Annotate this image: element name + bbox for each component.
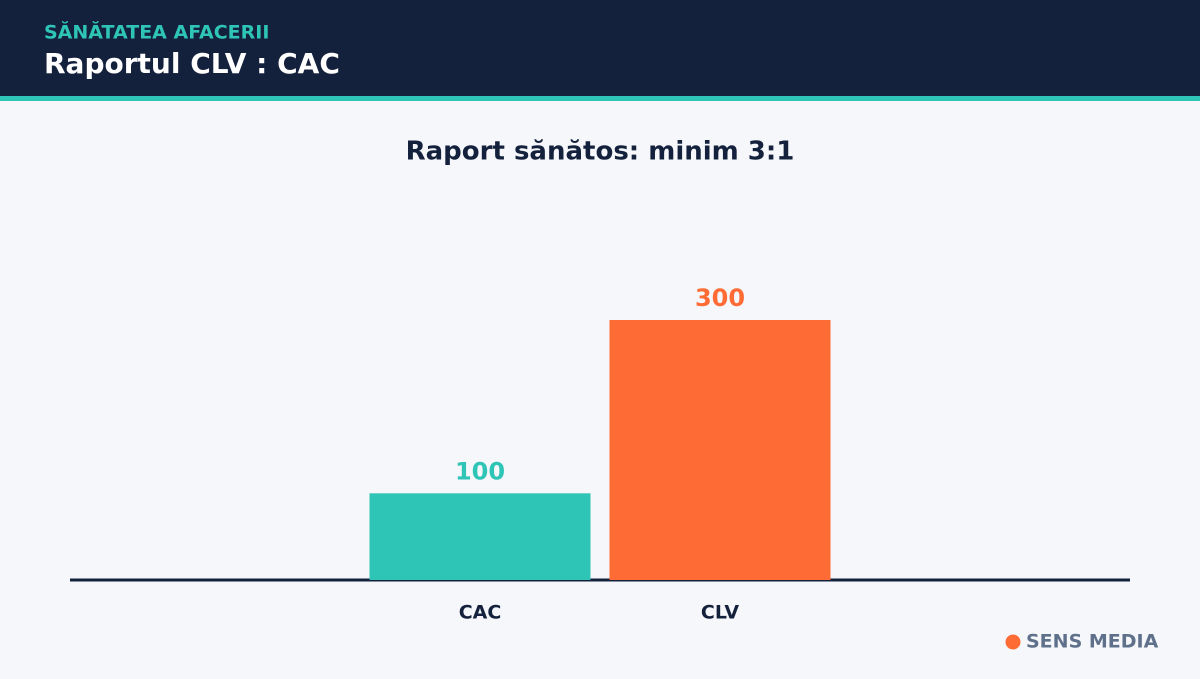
header-bar — [0, 0, 1200, 96]
header-kicker: SĂNĂTATEA AFACERII — [44, 20, 269, 44]
brand-dot — [1005, 634, 1021, 650]
chart-title: Raport sănătos: minim 3:1 — [406, 137, 795, 167]
header-stripe — [0, 96, 1200, 101]
brand: SENS MEDIA — [1026, 631, 1159, 653]
bar — [609, 320, 831, 580]
header-title: Raportul CLV : CAC — [44, 47, 340, 80]
value-label: 100 — [455, 457, 505, 485]
bar — [369, 493, 591, 580]
x-tick-label: CLV — [701, 602, 739, 624]
value-label: 300 — [695, 284, 745, 312]
x-tick-label: CAC — [459, 602, 502, 624]
